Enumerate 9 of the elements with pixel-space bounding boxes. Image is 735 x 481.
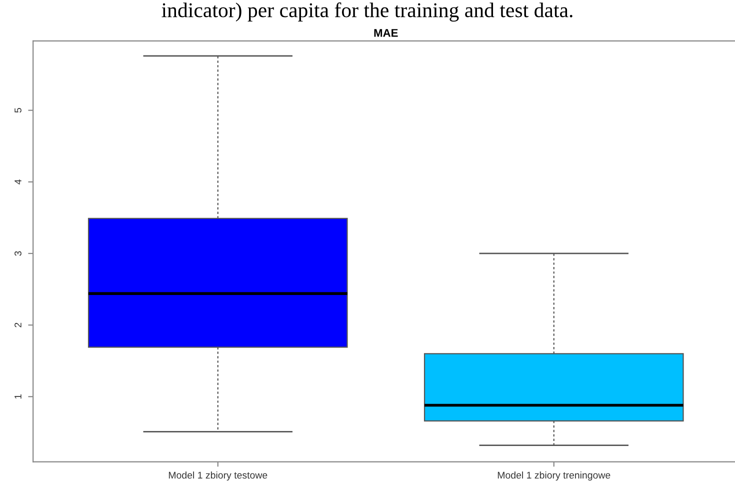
y-tick-label: 1 <box>14 394 22 399</box>
x-tick-label: Model 1 zbiory treningowe <box>498 471 610 481</box>
y-tick-label: 3 <box>14 251 22 256</box>
chart-title: MAE <box>374 29 398 37</box>
y-tick-label: 2 <box>14 322 22 328</box>
text: indicator) per capita for the training and test data. <box>162 2 572 22</box>
y-tick-label: 4 <box>14 179 22 184</box>
y-tick-label: 5 <box>14 108 22 113</box>
x-tick-label: Model 1 zbiory testowe <box>168 471 268 481</box>
